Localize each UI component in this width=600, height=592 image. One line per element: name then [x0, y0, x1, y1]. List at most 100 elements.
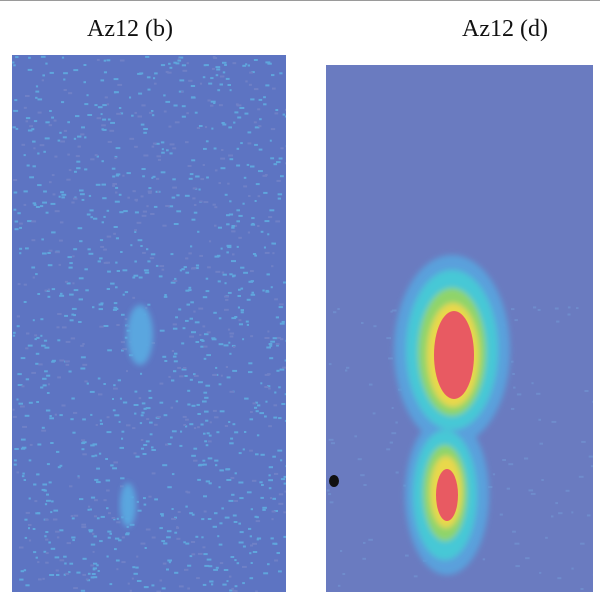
speckle	[270, 497, 272, 499]
speckle	[270, 341, 275, 343]
speckle	[154, 72, 158, 74]
speckle	[221, 507, 224, 509]
speckle	[172, 187, 177, 189]
speckle	[218, 280, 221, 282]
speckle	[29, 402, 33, 404]
speckle	[76, 161, 80, 163]
speckle	[207, 331, 211, 333]
speckle	[203, 325, 206, 327]
speckle	[208, 83, 212, 85]
speckle	[373, 412, 376, 414]
speckle	[172, 508, 174, 510]
speckle	[17, 471, 20, 473]
speckle	[25, 247, 29, 249]
speckle	[134, 261, 137, 263]
speckle	[102, 160, 104, 162]
speckle	[33, 551, 36, 553]
speckle	[252, 223, 255, 225]
speckle	[28, 69, 33, 71]
speckle	[278, 198, 281, 200]
speckle	[196, 265, 199, 267]
speckle	[164, 296, 168, 298]
speckle	[71, 202, 74, 204]
speckle	[55, 251, 60, 253]
speckle	[89, 530, 93, 532]
speckle	[234, 111, 238, 113]
speckle	[166, 149, 169, 151]
speckle	[207, 559, 212, 561]
speckle	[21, 448, 25, 450]
speckle	[37, 512, 40, 514]
speckle	[176, 210, 181, 212]
speckle	[157, 155, 162, 157]
speckle	[529, 489, 534, 491]
speckle	[92, 533, 94, 535]
speckle	[152, 146, 155, 148]
speckle	[196, 577, 200, 579]
speckle	[197, 231, 199, 233]
speckle	[205, 420, 208, 422]
speckle	[193, 311, 195, 313]
speckle	[253, 402, 257, 404]
speckle	[13, 335, 15, 337]
speckle	[264, 386, 268, 388]
speckle	[224, 64, 227, 66]
speckle	[45, 539, 48, 541]
speckle	[248, 131, 252, 133]
speckle	[148, 187, 151, 189]
speckle	[40, 387, 43, 389]
speckle	[138, 510, 142, 512]
speckle	[226, 251, 229, 253]
speckle	[248, 142, 252, 144]
speckle	[211, 583, 213, 585]
speckle	[19, 547, 24, 549]
speckle	[512, 373, 515, 375]
speckle	[108, 537, 111, 539]
speckle	[129, 138, 134, 140]
speckle	[197, 413, 201, 415]
speckle	[128, 583, 130, 585]
speckle	[405, 555, 409, 557]
speckle	[258, 195, 261, 197]
speckle	[132, 578, 134, 580]
speckle	[194, 204, 197, 206]
speckle	[236, 220, 240, 222]
speckle	[216, 431, 219, 433]
speckle	[133, 190, 136, 192]
speckle	[209, 240, 211, 242]
speckle	[239, 323, 243, 325]
speckle	[185, 272, 189, 274]
speckle	[251, 508, 253, 510]
speckle	[507, 488, 510, 490]
speckle	[57, 339, 60, 341]
speckle	[251, 294, 256, 296]
speckle	[126, 424, 131, 426]
speckle	[132, 427, 135, 429]
speckle	[211, 128, 213, 130]
speckle	[231, 477, 235, 479]
speckle	[149, 422, 153, 424]
speckle	[250, 418, 254, 420]
speckle	[103, 216, 105, 218]
speckle	[203, 148, 207, 150]
core	[436, 469, 458, 521]
speckle	[119, 421, 121, 423]
speckle	[42, 489, 46, 491]
speckle	[72, 539, 75, 541]
speckle	[165, 205, 170, 207]
speckle	[231, 556, 235, 558]
speckle	[110, 583, 113, 585]
speckle	[117, 270, 120, 272]
speckle	[208, 100, 211, 102]
speckle	[43, 384, 47, 386]
speckle	[64, 89, 67, 91]
speckle	[115, 187, 118, 189]
speckle	[168, 63, 171, 65]
speckle	[198, 308, 203, 310]
speckle	[190, 245, 192, 247]
speckle	[184, 375, 187, 377]
speckle	[525, 557, 530, 559]
speckle	[219, 522, 222, 524]
speckle	[25, 415, 30, 417]
speckle	[267, 63, 271, 65]
